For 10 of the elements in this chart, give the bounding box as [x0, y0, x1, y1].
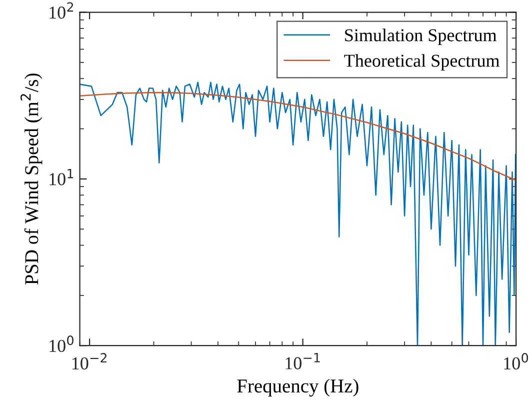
y-tick-label: 10$^{2}$ — [50, 2, 74, 19]
x-tick-label: 10$^{−1}$ — [286, 353, 320, 370]
x-tick-label: 10$^{−2}$ — [72, 353, 106, 370]
x-tick-label: 10$^{0}$ — [504, 353, 528, 370]
x-axis-title: Frequency (Hz) — [237, 378, 358, 397]
y-tick-label: 10$^{1}$ — [50, 168, 74, 186]
legend-label: Simulation Spectrum — [345, 28, 497, 46]
legend-label: Theoretical Spectrum — [344, 54, 500, 71]
y-tick-label: 10$^{0}$ — [50, 336, 74, 352]
y-axis-title: PSD of Wind Speed (m$^{2}$/s) — [20, 74, 42, 285]
